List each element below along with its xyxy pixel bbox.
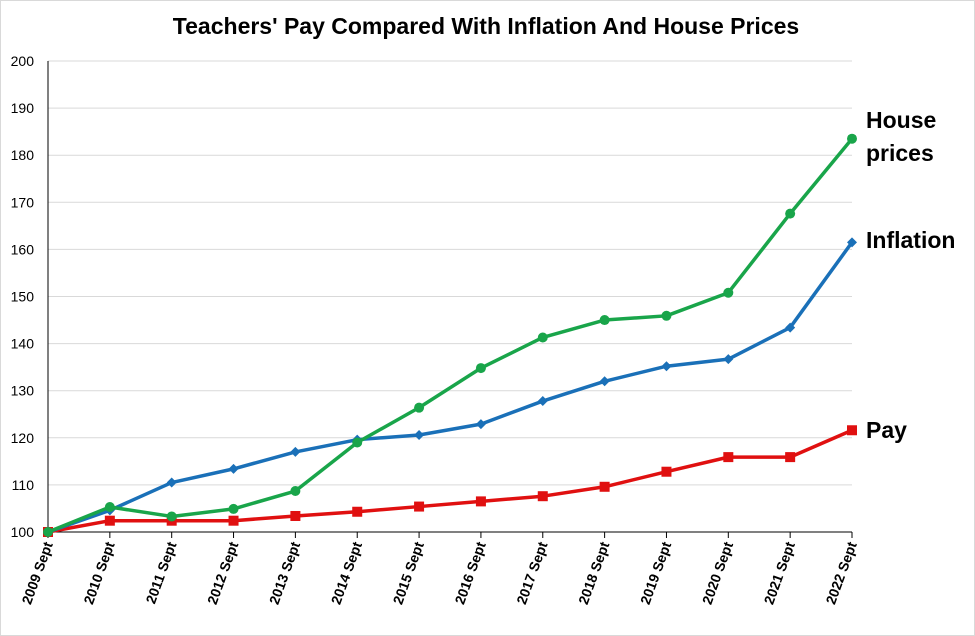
data-point-house-prices [661,310,672,321]
data-point-inflation [599,376,610,387]
data-point-inflation [290,446,301,457]
data-point-house-prices [228,503,239,514]
data-point-pay [599,481,610,492]
data-point-inflation [723,354,734,365]
series-line-house-prices [47,137,854,534]
chart-title: Teachers' Pay Compared With Inflation An… [173,13,799,39]
axes [47,61,852,533]
data-point-house-prices [599,315,610,326]
data-point-inflation [228,463,239,474]
y-tick-label: 160 [11,241,35,257]
y-tick-label: 190 [11,100,35,116]
series-label-pay: Pay [866,417,907,443]
series-label-house-prices: prices [866,140,934,166]
data-point-pay [104,515,115,526]
data-point-house-prices [723,287,734,298]
y-tick-label: 130 [11,383,35,399]
y-tick-label: 120 [11,430,35,446]
series-line-inflation [47,241,854,534]
data-point-pay [228,515,239,526]
data-point-house-prices [785,208,796,219]
data-point-pay [352,506,363,517]
y-tick-label: 140 [11,336,35,352]
data-point-house-prices [352,437,363,448]
series-line-pay [47,428,853,534]
data-point-pay [537,491,548,502]
series-house-prices [43,133,857,537]
data-point-house-prices [414,402,425,413]
data-point-house-prices [43,527,53,537]
data-point-house-prices [847,133,857,144]
data-point-inflation [414,429,425,440]
data-point-inflation [661,361,672,372]
data-point-house-prices [290,486,301,497]
gridlines [48,60,852,486]
series-label-inflation: Inflation [866,227,955,253]
data-point-inflation [537,396,548,407]
y-tick-label: 100 [11,524,35,540]
y-tick-label: 180 [11,147,35,163]
data-point-house-prices [475,363,486,374]
y-tick-label: 150 [11,289,35,305]
series-labels: House prices Inflation Pay [866,107,955,443]
data-point-inflation [475,419,486,430]
y-axis-ticks: 100 110 120 130 140 150 160 170 180 190 200 [11,53,35,540]
data-point-pay [723,452,734,463]
data-point-inflation [166,477,177,488]
data-point-pay [414,501,425,512]
data-point-house-prices [166,511,177,522]
y-tick-label: 170 [11,194,35,210]
data-point-pay [661,466,672,477]
data-point-pay [847,425,857,436]
data-point-house-prices [104,502,115,513]
y-tick-label: 110 [12,477,35,493]
y-tick-label: 200 [11,53,35,69]
data-point-inflation [785,322,796,333]
series-group [43,133,857,537]
data-point-pay [290,510,301,521]
data-point-pay [475,496,486,507]
data-point-pay [785,452,796,463]
data-point-house-prices [537,332,548,343]
data-point-inflation [847,237,857,248]
series-label-house-prices: House [866,107,936,133]
